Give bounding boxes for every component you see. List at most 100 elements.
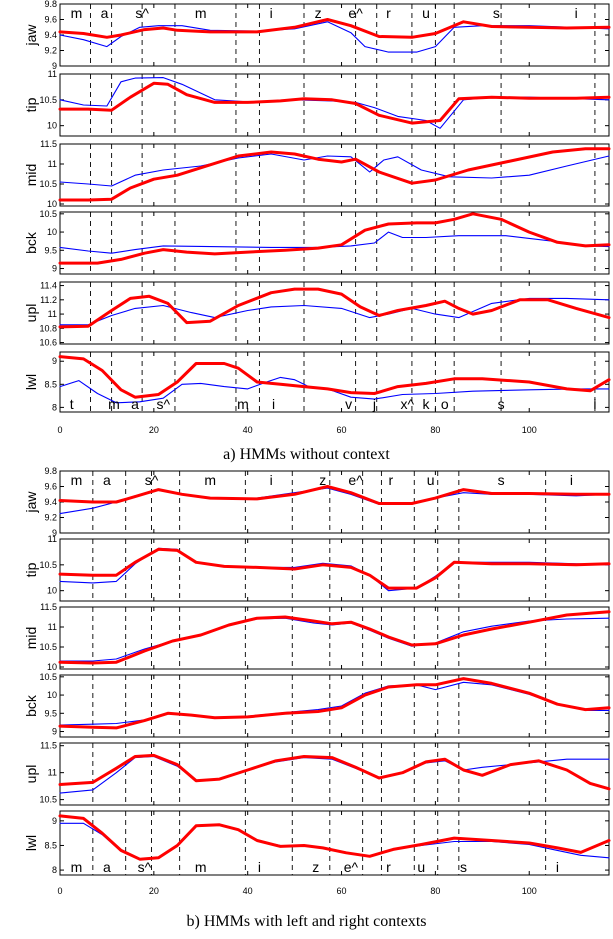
y-tick-label: 11 xyxy=(48,768,57,778)
panel-frame xyxy=(59,674,610,738)
y-tick-label: 9 xyxy=(52,61,57,71)
y-tick-label: 10 xyxy=(47,690,57,700)
measured-trajectory-line xyxy=(59,487,610,515)
phone-label: s^ xyxy=(138,859,152,875)
y-tick-label: 9.4 xyxy=(44,30,57,40)
measured-trajectory-line xyxy=(59,297,610,326)
y-tick-label: 9.8 xyxy=(44,0,57,9)
x-tick-label: 100 xyxy=(522,425,537,435)
y-tick-label: 11 xyxy=(48,309,57,319)
phone-label: v xyxy=(345,396,352,412)
y-axis-label: lwl xyxy=(23,374,39,390)
phone-label: i xyxy=(272,396,275,412)
phone-label: i xyxy=(556,859,559,875)
y-axis-label: mid xyxy=(23,164,39,187)
phone-label: m xyxy=(195,859,207,875)
phone-label: k xyxy=(423,396,431,412)
predicted-trajectory-line xyxy=(58,547,611,590)
y-tick-label: 11.5 xyxy=(40,602,57,612)
caption-b: b) HMMs with left and right contexts xyxy=(186,913,427,930)
panel-frame xyxy=(59,73,610,137)
x-tick-label: 0 xyxy=(57,886,62,896)
y-tick-label: 11 xyxy=(48,534,57,544)
phone-label: r xyxy=(386,859,391,875)
y-tick-label: 11.5 xyxy=(40,741,57,751)
y-tick-label: 10.5 xyxy=(39,209,57,219)
panel-frame xyxy=(59,351,610,413)
predicted-trajectory-line xyxy=(58,147,611,202)
y-tick-label: 8 xyxy=(52,865,57,875)
x-tick-label: 80 xyxy=(430,886,440,896)
predicted-trajectory-line xyxy=(58,485,611,505)
panel-frame xyxy=(59,742,610,806)
y-tick-label: 9.6 xyxy=(44,482,57,492)
predicted-trajectory-line xyxy=(58,753,611,791)
y-tick-label: 11.5 xyxy=(40,139,57,149)
x-tick-label: 40 xyxy=(243,886,253,896)
y-axis-label: tip xyxy=(23,97,39,112)
phone-label: a xyxy=(103,472,111,488)
phone-label: s xyxy=(493,5,500,21)
phone-label: m xyxy=(204,472,216,488)
phone-label: x^ xyxy=(400,396,414,412)
phone-label: i xyxy=(575,5,578,21)
predicted-trajectory-line xyxy=(58,355,611,399)
phone-label: s^ xyxy=(135,5,149,21)
y-tick-label: 9.5 xyxy=(44,245,57,255)
y-axis-label: upl xyxy=(23,304,39,323)
phone-label: i xyxy=(593,396,596,412)
y-tick-label: 10 xyxy=(47,121,57,131)
phone-label: m xyxy=(195,5,207,21)
predicted-trajectory-line xyxy=(58,18,611,39)
y-tick-label: 9.4 xyxy=(44,497,57,507)
y-tick-label: 9 xyxy=(52,356,57,366)
phone-label: a xyxy=(131,396,139,412)
phone-label: m xyxy=(71,5,83,21)
y-axis-label: jaw xyxy=(23,24,39,47)
y-tick-label: 10 xyxy=(47,227,57,237)
phone-label: i xyxy=(258,859,261,875)
y-tick-label: 10.6 xyxy=(39,338,57,348)
y-axis-label: bck xyxy=(23,694,39,717)
phone-label: m xyxy=(71,859,83,875)
measured-trajectory-line xyxy=(59,822,610,860)
phone-label: z xyxy=(312,859,319,875)
predicted-trajectory-line xyxy=(58,212,611,265)
caption-a: a) HMMs without context xyxy=(223,446,390,463)
y-tick-label: 9 xyxy=(52,816,57,826)
y-tick-label: 10 xyxy=(47,586,57,596)
phone-label: i xyxy=(270,5,273,21)
y-tick-label: 10.5 xyxy=(39,560,57,570)
y-tick-label: 8.5 xyxy=(44,379,57,389)
y-tick-label: 9.5 xyxy=(44,708,57,718)
predicted-trajectory-line xyxy=(58,81,611,125)
x-tick-label: 20 xyxy=(149,886,159,896)
y-axis-label: mid xyxy=(23,627,39,650)
y-tick-label: 9.2 xyxy=(44,513,57,523)
predicted-trajectory-line xyxy=(58,677,611,730)
y-tick-label: 10.5 xyxy=(39,179,57,189)
phone-label: r xyxy=(388,472,393,488)
x-tick-label: 80 xyxy=(430,425,440,435)
phone-label: a xyxy=(103,859,111,875)
measured-trajectory-line xyxy=(59,376,610,404)
measured-trajectory-line xyxy=(59,153,610,187)
phone-label: z xyxy=(315,5,322,21)
y-tick-label: 10.5 xyxy=(39,672,57,682)
panel-frame xyxy=(59,143,610,207)
y-axis-label: upl xyxy=(23,765,39,784)
phone-label: u xyxy=(417,859,425,875)
phone-label: m xyxy=(237,396,249,412)
predicted-trajectory-line xyxy=(58,610,611,665)
y-tick-label: 10.5 xyxy=(39,795,57,805)
y-tick-label: 11 xyxy=(48,69,57,79)
phone-label: u xyxy=(427,472,435,488)
y-axis-label: jaw xyxy=(23,491,39,514)
phone-label: s xyxy=(498,396,505,412)
phone-label: m xyxy=(108,396,120,412)
phone-label: e^ xyxy=(344,859,359,875)
y-tick-label: 10.8 xyxy=(39,323,57,333)
phone-label: r xyxy=(386,5,391,21)
measured-trajectory-line xyxy=(59,681,610,726)
